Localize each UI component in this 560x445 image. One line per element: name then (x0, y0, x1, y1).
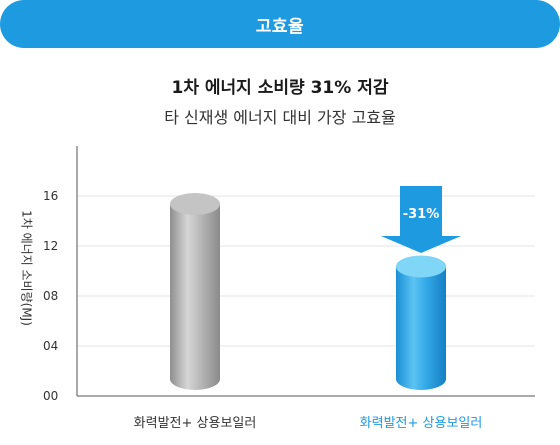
grid-lines (77, 195, 535, 347)
axes (76, 146, 535, 397)
y-tick-label: 04 (43, 339, 58, 353)
annotations: -31% (381, 186, 461, 253)
y-tick-label: 00 (43, 389, 58, 403)
x-category-label: 화력발전+ 상용보일러 (360, 416, 483, 431)
chart-title: 1차 에너지 소비량 31% 저감 (171, 78, 389, 98)
bar-1 (170, 193, 220, 390)
bar-2 (396, 255, 446, 390)
y-tick-label: 12 (43, 239, 58, 253)
bars (170, 193, 446, 390)
chart-subtitle: 타 신재생 에너지 대비 가장 고효율 (164, 108, 396, 127)
reduction-arrow (381, 186, 461, 253)
banner-title: 고효율 (255, 16, 305, 37)
header-banner: 고효율 (0, 0, 560, 48)
x-category-label: 화력발전+ 상용보일러 (134, 416, 257, 431)
reduction-label: -31% (403, 207, 440, 222)
labels: 00 04 08 12 16 화력발전+ 상용보일러 화력발전+ 상용보일러 (43, 189, 482, 431)
y-tick-label: 16 (43, 189, 58, 203)
y-tick-label: 08 (43, 289, 58, 303)
y-axis-label: 1차 에너지 소비량(MJ) (19, 210, 34, 326)
